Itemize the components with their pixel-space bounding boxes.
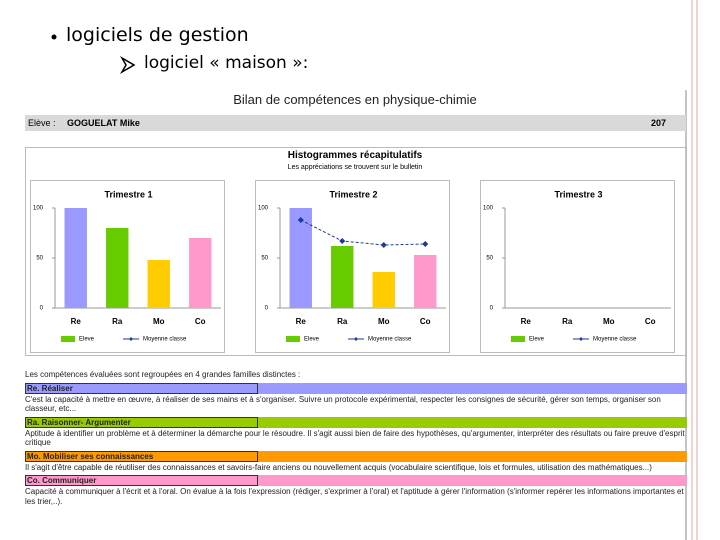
chart-title: Trimestre 1 (104, 189, 152, 199)
x-tick-label: Co (645, 317, 656, 326)
legend-label: Moyenne classe (143, 337, 187, 343)
x-tick-label: Ra (337, 317, 348, 326)
family-text: Capacité à communiquer à l'écrit et à l'… (25, 487, 684, 506)
summary-note: Les appréciations se trouvent sur le bul… (287, 164, 423, 171)
chart: Trimestre 3 0 50 100 Re Ra Mo Co Eleve Moyenne cl… (480, 180, 675, 353)
legend-swatch (286, 336, 300, 342)
legend-marker (129, 337, 133, 341)
summary-box (25, 147, 687, 356)
chart-title: Trimestre 3 (554, 189, 602, 199)
family-text: C'est la capacité à mettre en œuvre, à r… (25, 394, 661, 414)
y-tick-label: 0 (265, 306, 269, 312)
x-tick-label: Mo (378, 317, 390, 326)
x-tick-label: Co (420, 317, 431, 326)
bar (106, 228, 129, 308)
student-row: Elève : GOGUELAT Mike 207 (25, 115, 686, 131)
summary-title: Histogrammes récapitulatifs (287, 150, 423, 161)
intro: Les compétences évaluées sont regroupées… (25, 370, 301, 379)
families: Les compétences évaluées sont regroupées… (25, 370, 687, 509)
bullet-text: logiciels de gestion (66, 24, 249, 46)
student-name: GOGUELAT Mike (67, 118, 140, 128)
y-tick-label: 50 (261, 256, 268, 262)
bar (189, 238, 212, 308)
legend-label: Moyenne classe (593, 337, 637, 343)
family-heading-label: Mo. Mobiliser ses connaissances (25, 450, 258, 462)
bullet (51, 34, 57, 40)
student-number: 207 (650, 118, 666, 128)
x-tick-label: Ra (112, 317, 123, 326)
x-tick-label: Re (521, 317, 532, 326)
legend-swatch (511, 336, 525, 342)
chart-title: Trimestre 2 (329, 189, 377, 199)
family-heading: Ra. Raisonner- Argumenter (25, 416, 687, 428)
y-tick-label: 0 (40, 306, 44, 312)
bar (414, 255, 437, 308)
family-heading-label: Ra. Raisonner- Argumenter (25, 416, 258, 428)
x-tick-label: Ra (562, 317, 573, 326)
chart: Trimestre 1 0 50 100 Re Ra Mo Co Eleve Moyenne cl… (30, 180, 225, 353)
y-tick-label: 0 (490, 306, 494, 312)
legend-label: Moyenne classe (368, 337, 412, 343)
legend-label: Eleve (79, 337, 95, 343)
x-tick-label: Re (296, 317, 307, 326)
student-label: Elève : (28, 118, 56, 128)
sub-bullet-text: logiciel « maison »: (144, 53, 309, 73)
legend-marker (579, 337, 583, 341)
family-heading: Co. Communiquer (25, 475, 687, 486)
marker (380, 242, 387, 248)
y-tick-label: 100 (483, 206, 494, 212)
chart: Trimestre 2 0 50 100 Re Ra Mo Co Eleve Moyenne cl… (255, 180, 450, 353)
family-text: Il s'agit d'être capable de réutiliser d… (25, 462, 652, 472)
doc-title: Bilan de compétences en physique-chimie (233, 92, 477, 107)
family-text: Aptitude à identifier un problème et à d… (25, 428, 685, 448)
legend-label: Eleve (529, 337, 545, 343)
bar (289, 208, 312, 308)
marker (297, 217, 304, 223)
legend-marker (354, 337, 358, 341)
bar (331, 246, 354, 308)
x-tick-label: Mo (153, 317, 165, 326)
family-heading-label: Co. Communiquer (25, 475, 258, 486)
marker (339, 238, 346, 244)
line (300, 219, 426, 246)
arrow-bullet (119, 55, 136, 75)
x-tick-label: Mo (603, 317, 615, 326)
legend-label: Eleve (304, 337, 320, 343)
family-heading-label: Re. Réaliser (25, 382, 258, 394)
y-tick-label: 100 (33, 206, 44, 212)
x-tick-label: Co (195, 317, 206, 326)
y-tick-label: 100 (258, 206, 269, 212)
x-tick-label: Re (71, 317, 82, 326)
y-tick-label: 50 (36, 256, 43, 262)
bar (372, 272, 395, 308)
family-heading: Re. Réaliser (25, 382, 687, 394)
y-tick-label: 50 (486, 256, 493, 262)
marker (422, 241, 429, 247)
bar (147, 260, 170, 308)
bar (64, 208, 87, 308)
family-heading: Mo. Mobiliser ses connaissances (25, 450, 687, 462)
legend-swatch (61, 336, 75, 342)
